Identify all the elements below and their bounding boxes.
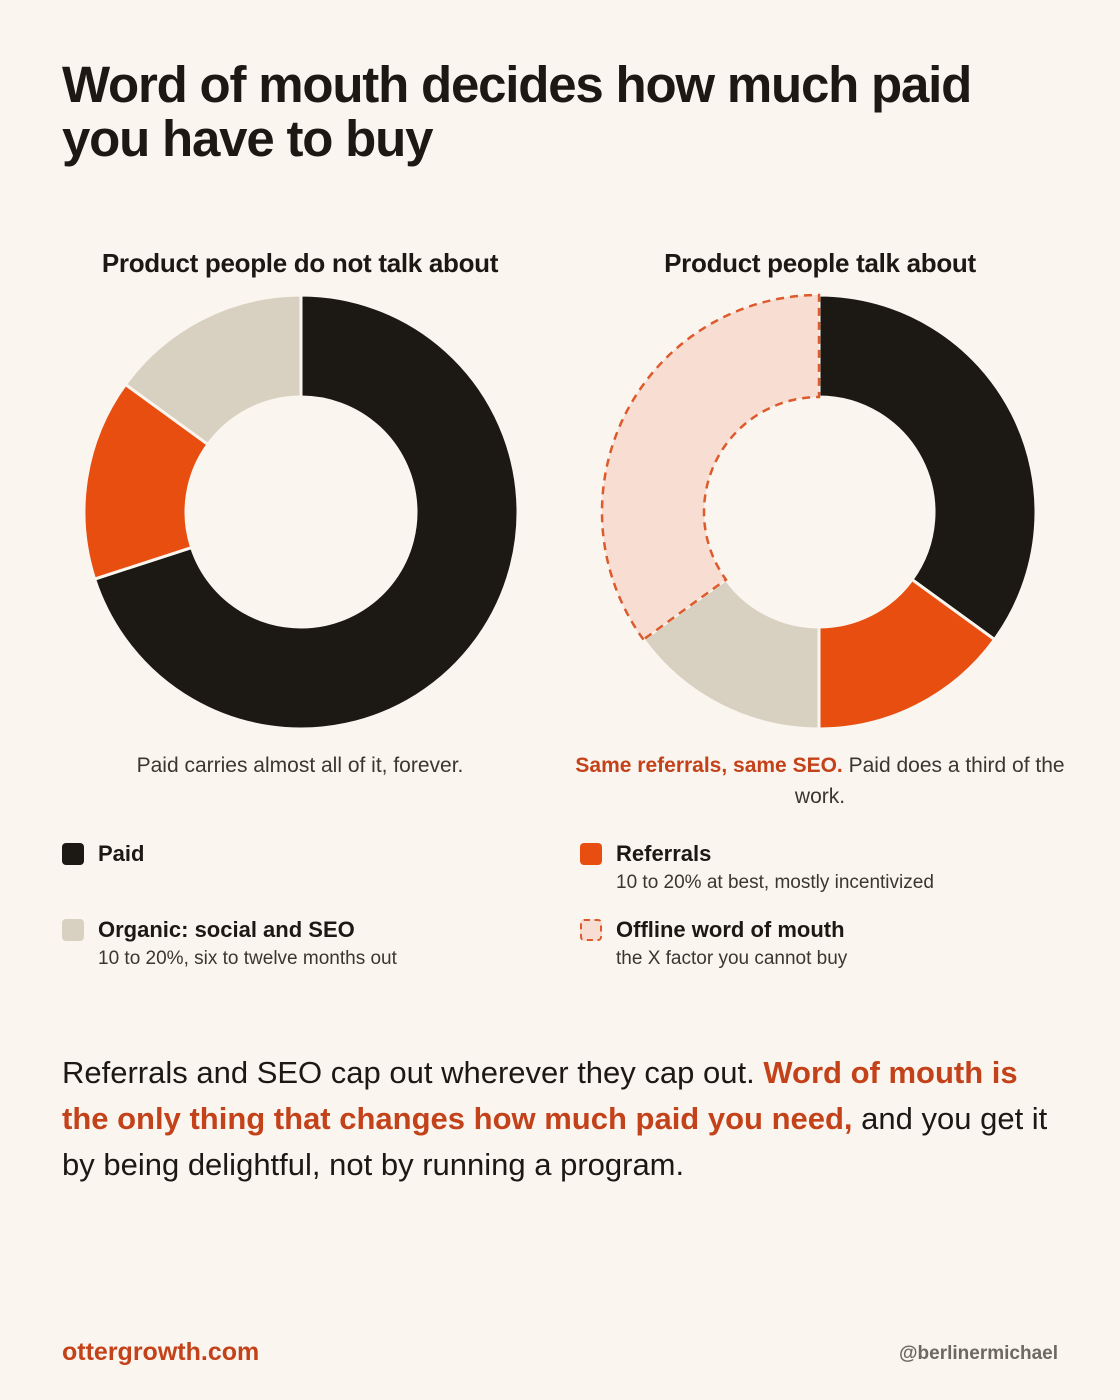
page-title: Word of mouth decides how much paid you …	[62, 56, 972, 167]
paid-swatch	[62, 843, 84, 865]
donut-slice-organic-social-and-seo	[641, 577, 821, 731]
right-donut-chart	[600, 293, 1038, 731]
footer-site-link[interactable]: ottergrowth.com	[62, 1338, 260, 1366]
body-text-after: and you get it by being delightful, not …	[62, 1101, 1048, 1182]
donut-slice-paid	[817, 293, 1038, 642]
body-text-highlight: Word of mouth is the only thing that cha…	[62, 1055, 1018, 1136]
referrals-swatch	[580, 843, 602, 865]
donut-slice-organic-social-and-seo	[123, 293, 303, 447]
left-chart-caption: Paid carries almost all of it, forever.	[136, 754, 464, 777]
legend-label-paid: Paid	[98, 841, 145, 866]
legend-desc-offline: the X factor you cannot buy	[616, 948, 848, 969]
donut-slice-paid	[92, 293, 520, 731]
organic-swatch	[62, 919, 84, 941]
left-chart-title: Product people do not talk about	[101, 248, 499, 278]
legend-label-organic: Organic: social and SEO	[98, 917, 355, 942]
right-caption-rest: Paid does a third of the work.	[794, 754, 1065, 808]
donut-slice-offline-word-of-mouth	[600, 293, 821, 642]
left-donut-chart	[82, 293, 520, 731]
right-chart-caption: Same referrals, same SEO. Paid does a th…	[575, 750, 1065, 812]
legend-desc-organic: 10 to 20%, six to twelve months out	[98, 948, 397, 969]
legend-label-offline: Offline word of mouth	[616, 917, 845, 942]
legend-desc-referrals: 10 to 20% at best, mostly incentivized	[616, 872, 934, 893]
offline-swatch	[580, 919, 602, 941]
footer-handle: @berlinermichael	[899, 1343, 1058, 1364]
legend-label-referrals: Referrals	[616, 841, 712, 866]
right-chart-title: Product people talk about	[664, 248, 976, 278]
body-paragraph: Referrals and SEO cap out wherever they …	[62, 1050, 1062, 1188]
right-caption-highlight: Same referrals, same SEO.	[575, 754, 843, 777]
body-text-before: Referrals and SEO cap out wherever they …	[62, 1055, 764, 1090]
